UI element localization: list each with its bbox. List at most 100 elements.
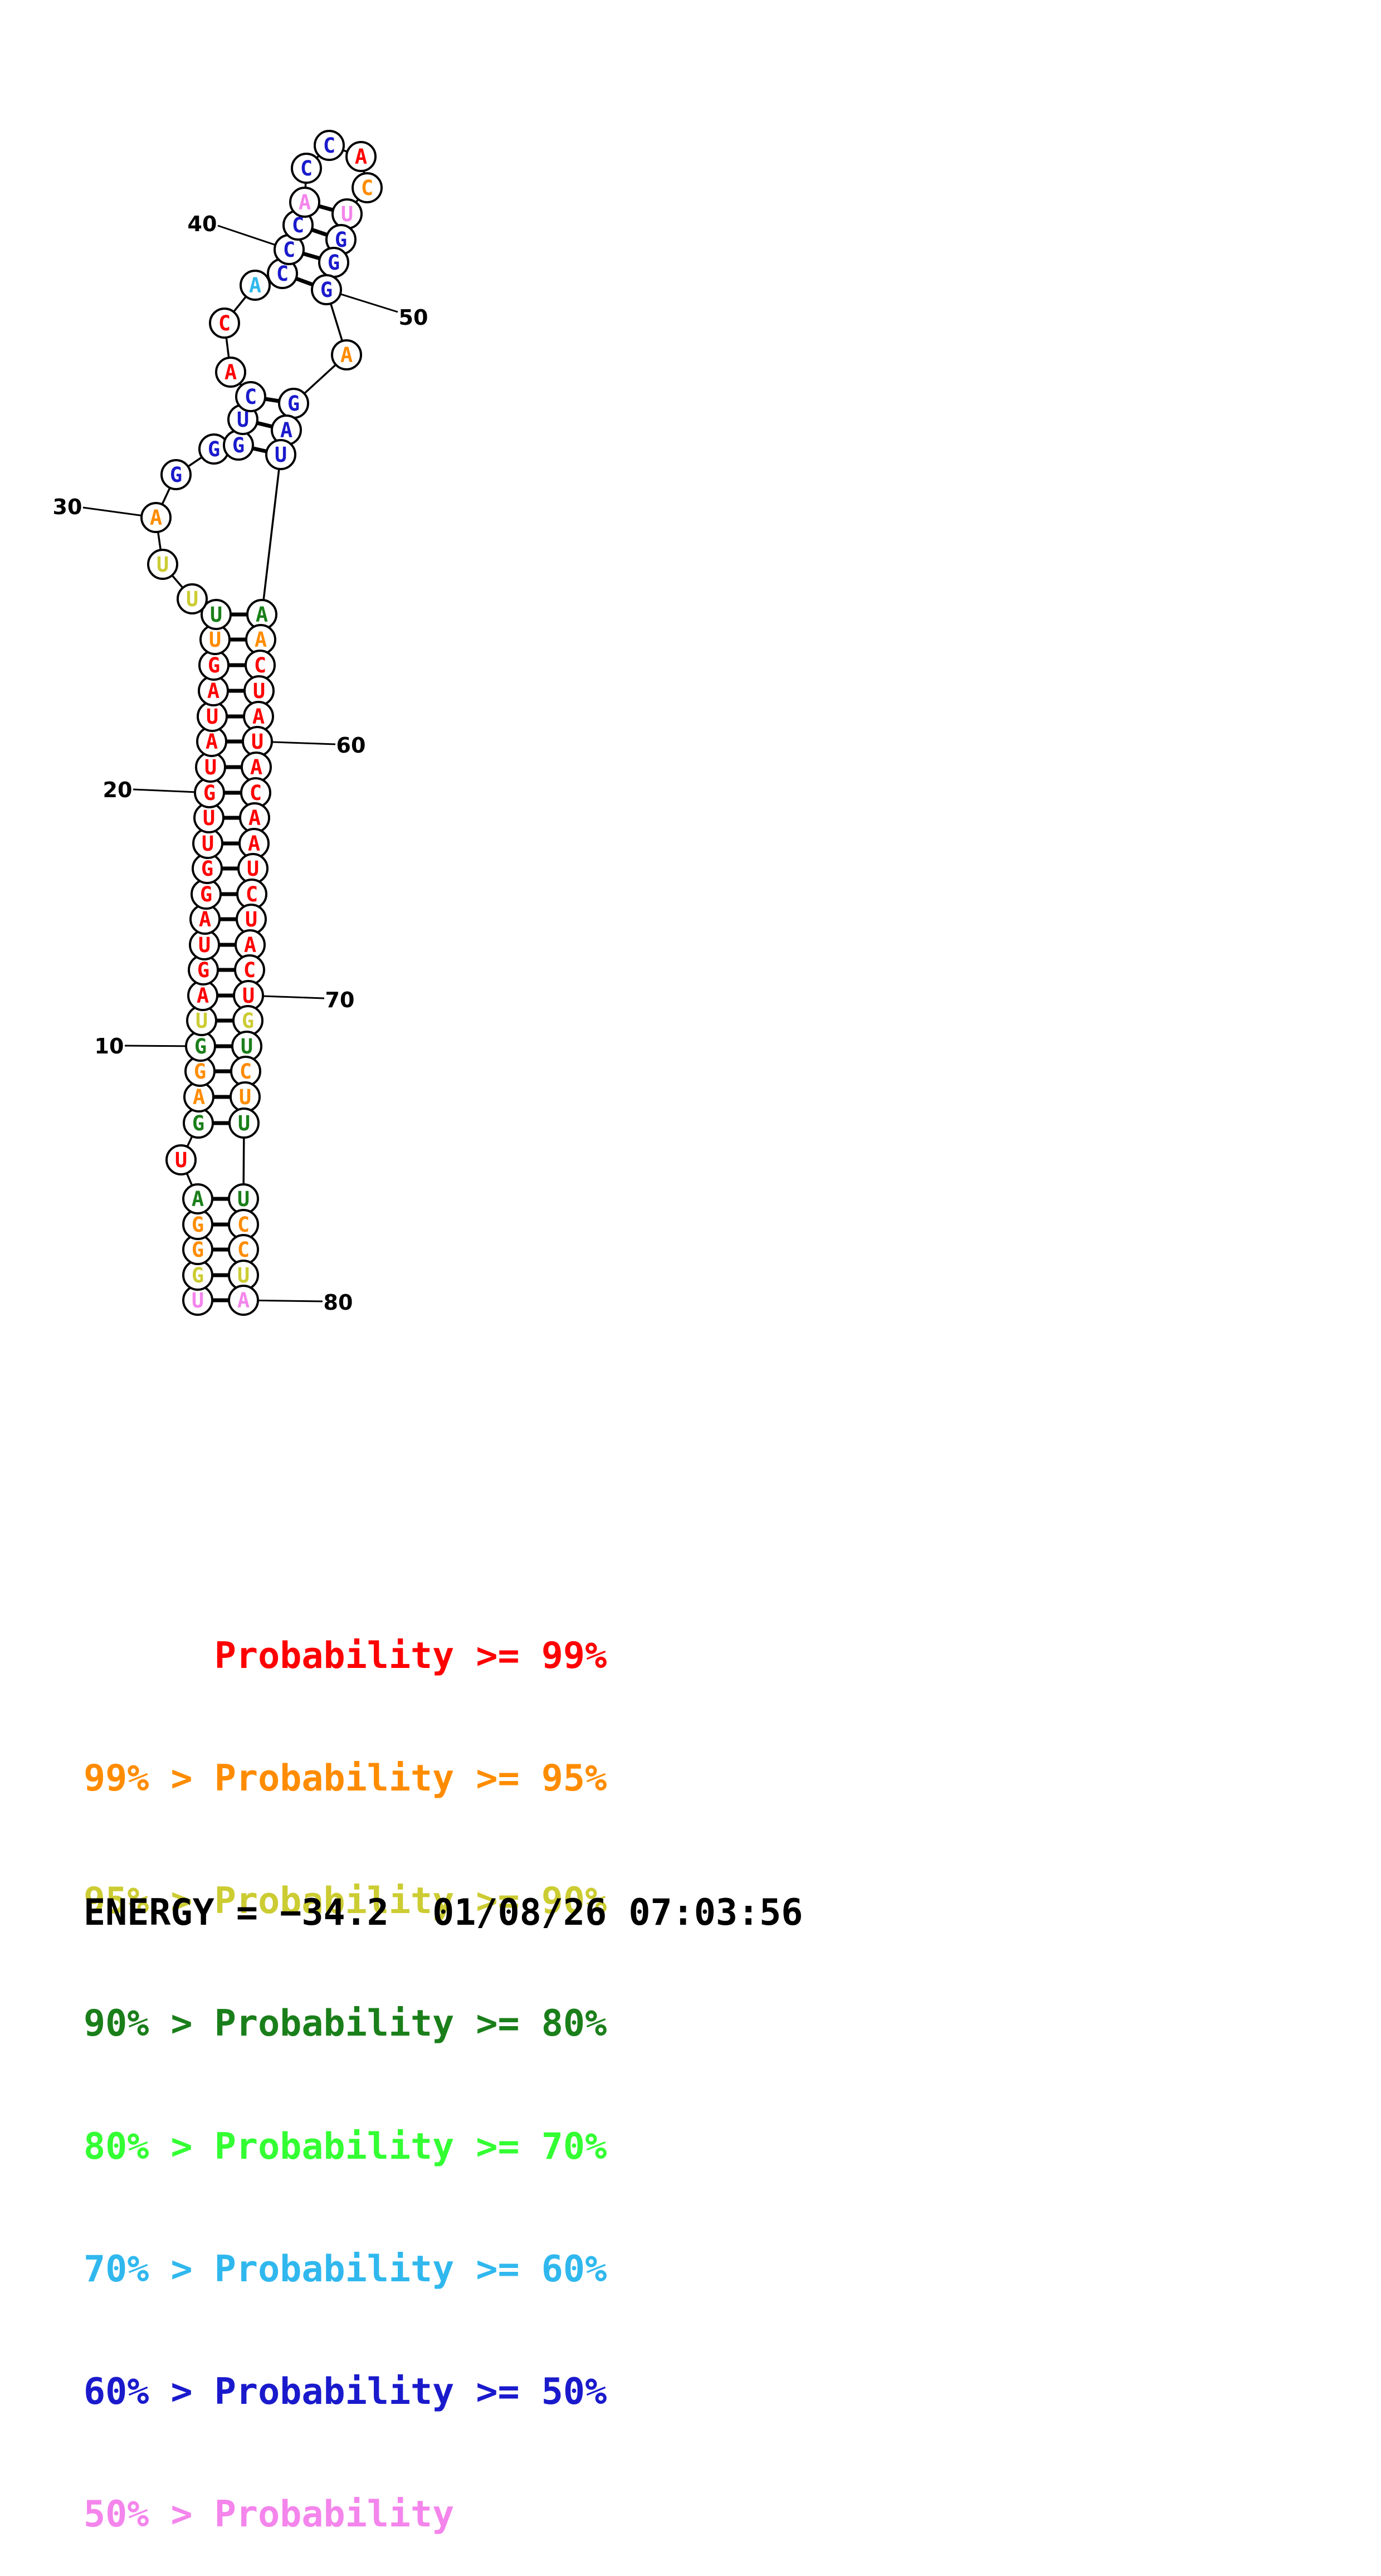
nt-base-49-G: G — [328, 251, 340, 275]
nt-base-73-C: C — [240, 1060, 252, 1084]
nt-base-69-C: C — [243, 958, 256, 982]
nt-base-35-C: C — [245, 385, 257, 409]
energy-line: ENERGY = −34.2 01/08/26 07:03:56 — [84, 1892, 803, 1934]
nt-base-3-G: G — [192, 1238, 204, 1262]
nt-base-63-A: A — [248, 806, 261, 830]
nt-base-80-A: A — [237, 1289, 250, 1313]
nt-base-62-C: C — [250, 781, 262, 805]
nt-base-61-A: A — [250, 755, 262, 779]
nt-base-43-C: C — [300, 157, 313, 180]
nt-base-11-U: U — [196, 1009, 208, 1033]
nt-base-75-U: U — [238, 1111, 250, 1135]
legend-row-3: 95% > Probability >= 90% — [84, 1880, 607, 1923]
nt-circle-5 — [182, 1183, 213, 1214]
position-labels: 10 20 30 40 50 60 70 80 — [53, 212, 428, 1315]
nt-base-72-U: U — [241, 1035, 253, 1058]
nt-circle-45 — [345, 141, 377, 172]
nt-base-38-A: A — [249, 274, 261, 297]
nt-circle-43 — [291, 153, 322, 184]
nt-base-74-U: U — [239, 1085, 251, 1109]
nt-base-19-U: U — [203, 806, 215, 830]
nt-base-6-U: U — [175, 1148, 187, 1172]
nucleotide-circles — [140, 130, 383, 1316]
position-label-10: 10 — [95, 1034, 124, 1058]
nt-base-68-A: A — [244, 933, 256, 957]
nt-base-71-G: G — [242, 1009, 254, 1033]
nt-base-79-U: U — [237, 1263, 250, 1287]
probability-legend: Probability >= 99% 99% > Probability >= … — [84, 1554, 607, 2576]
nt-circle-31 — [160, 459, 192, 490]
nt-base-48-G: G — [335, 228, 347, 252]
nt-base-60-U: U — [251, 730, 263, 754]
nt-base-36-A: A — [225, 360, 237, 384]
nt-base-14-U: U — [198, 933, 211, 957]
nt-base-39-C: C — [276, 262, 289, 286]
nt-base-64-A: A — [248, 832, 260, 856]
nt-circle-27 — [201, 599, 232, 630]
nt-base-40-C: C — [283, 238, 295, 262]
nt-base-58-U: U — [253, 679, 265, 703]
nt-base-50-G: G — [320, 278, 333, 302]
nt-circle-50 — [311, 274, 342, 305]
legend-row-1: Probability >= 99% — [84, 1635, 607, 1677]
nt-base-5-A: A — [192, 1187, 204, 1211]
nt-base-31-G: G — [170, 463, 182, 487]
position-label-60: 60 — [336, 733, 366, 758]
nt-base-76-U: U — [237, 1187, 250, 1211]
nt-base-16-G: G — [200, 882, 212, 906]
position-label-30: 30 — [53, 495, 82, 519]
nt-base-65-U: U — [247, 857, 259, 881]
nt-base-10-G: G — [194, 1035, 207, 1058]
nt-base-52-G: G — [287, 392, 300, 416]
nt-base-9-G: G — [194, 1060, 206, 1084]
nt-base-30-A: A — [150, 506, 162, 530]
nt-base-15-A: A — [199, 908, 211, 931]
nt-base-37-C: C — [218, 311, 231, 335]
nt-base-46-C: C — [361, 176, 373, 200]
nt-base-67-U: U — [245, 908, 257, 931]
nt-base-42-A: A — [299, 191, 311, 214]
nt-base-17-G: G — [201, 857, 213, 881]
nt-base-51-A: A — [340, 343, 353, 367]
nt-circle-37 — [209, 308, 240, 339]
nt-base-55-A: A — [256, 603, 268, 627]
nt-circle-30 — [140, 502, 172, 533]
nt-base-28-U: U — [186, 587, 198, 611]
nt-circle-35 — [235, 381, 266, 412]
nt-base-53-A: A — [280, 418, 292, 442]
nt-circle-29 — [147, 549, 178, 580]
nt-circle-80 — [228, 1285, 259, 1316]
position-label-40: 40 — [188, 212, 217, 236]
nt-base-18-U: U — [202, 832, 214, 856]
nt-base-20-G: G — [203, 781, 216, 805]
nt-circle-6 — [165, 1144, 197, 1175]
nt-circle-54 — [265, 439, 296, 470]
nt-base-66-C: C — [246, 882, 258, 906]
label-pointer-lines — [82, 225, 398, 1302]
legend-row-6: 70% > Probability >= 60% — [84, 2248, 607, 2290]
position-label-20: 20 — [103, 778, 133, 802]
legend-row-8: 50% > Probability — [84, 2494, 455, 2536]
nt-base-23-U: U — [206, 705, 218, 729]
nt-base-78-C: C — [237, 1238, 250, 1262]
nt-base-21-U: U — [204, 755, 217, 779]
nt-base-32-G: G — [208, 437, 220, 461]
nt-base-12-A: A — [197, 984, 209, 1008]
nt-base-27-U: U — [210, 603, 222, 627]
nt-base-25-G: G — [208, 653, 220, 677]
legend-row-4: 90% > Probability >= 80% — [84, 2003, 607, 2045]
nt-base-77-C: C — [237, 1213, 250, 1237]
nt-base-70-U: U — [242, 984, 255, 1008]
nt-base-54-U: U — [275, 443, 287, 467]
legend-row-2: 99% > Probability >= 95% — [84, 1758, 607, 1800]
nt-base-34-U: U — [237, 408, 249, 432]
nt-circle-44 — [314, 130, 345, 161]
position-label-50: 50 — [399, 305, 428, 330]
nt-circle-36 — [215, 357, 246, 388]
backbone-segment-54-55 — [261, 454, 282, 615]
nt-base-26-U: U — [209, 628, 221, 652]
nt-circle-42 — [289, 187, 320, 218]
nt-base-29-U: U — [157, 553, 169, 577]
